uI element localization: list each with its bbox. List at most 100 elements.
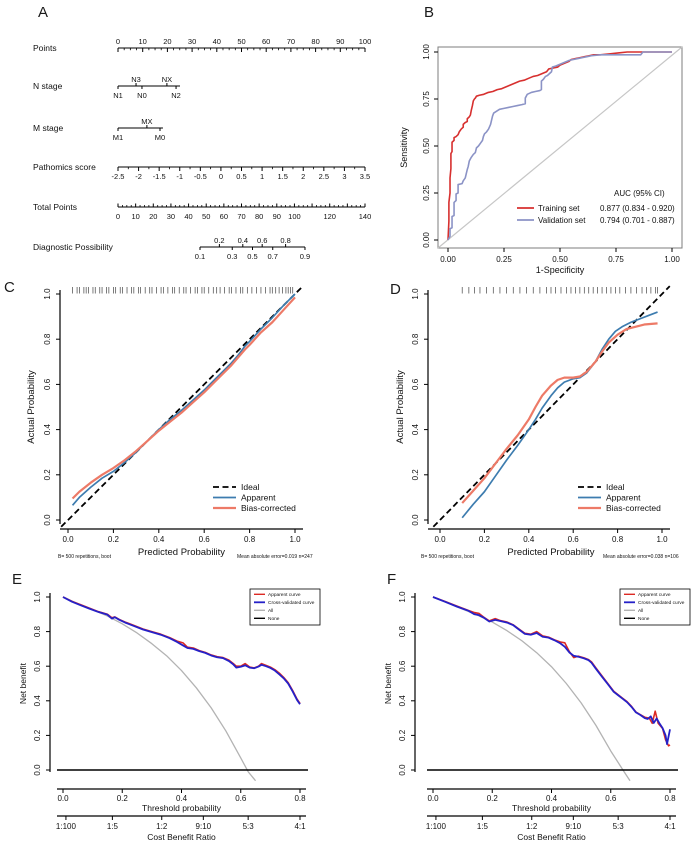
- nomogram-row-n-stage: N stage N3 NX N1 N0 N2: [33, 75, 181, 100]
- x-tick-label: 0.6: [605, 794, 617, 803]
- svg-text:140: 140: [359, 212, 372, 221]
- y-tick-label: 0.2: [411, 469, 420, 481]
- svg-text:0: 0: [219, 172, 223, 181]
- svg-text:0.2: 0.2: [214, 236, 224, 245]
- y-axis-title: Actual Probability: [26, 370, 37, 444]
- svg-text:N3: N3: [131, 75, 141, 84]
- svg-text:-1.5: -1.5: [153, 172, 166, 181]
- svg-text:40: 40: [184, 212, 192, 221]
- y-tick-label: 0.2: [398, 729, 407, 741]
- legend-name: Training set: [538, 204, 580, 213]
- reference-diagonal: [437, 46, 683, 249]
- svg-text:0: 0: [116, 212, 120, 221]
- y-tick-label: 0.4: [43, 423, 52, 435]
- ratio-tick-label: 5:3: [243, 822, 255, 831]
- x-tick-label: 0.8: [664, 794, 676, 803]
- y-tick-label: 0.8: [411, 333, 420, 345]
- ratio-tick-label: 1:5: [107, 822, 119, 831]
- panel-label-c: C: [4, 279, 15, 296]
- y-tick-label: 0.6: [398, 660, 407, 672]
- y-tick-label: 0.75: [422, 91, 431, 107]
- row-label-diagnostic: Diagnostic Possibility: [33, 242, 114, 252]
- svg-text:40: 40: [213, 37, 221, 46]
- x-axis-title: Threshold probability: [512, 803, 592, 813]
- dca-legend: Apparent curve Cross-validated curve All No…: [619, 588, 691, 626]
- svg-text:100: 100: [288, 212, 301, 221]
- y-tick-label: 0.8: [33, 625, 42, 637]
- x-tick-label: 1.0: [289, 535, 301, 544]
- panel-label-f: F: [387, 571, 397, 588]
- svg-text:70: 70: [237, 212, 245, 221]
- footnote-right: Mean absolute error=0.019 n=247: [237, 554, 313, 560]
- legend-name: None: [638, 616, 650, 622]
- svg-text:80: 80: [311, 37, 319, 46]
- x-tick-label: 0.6: [568, 535, 580, 544]
- ratio-tick-label: 9:10: [196, 822, 212, 831]
- x-tick-label: 0.4: [546, 794, 558, 803]
- legend-auc: 0.794 (0.701 - 0.887): [600, 216, 675, 225]
- x-tick-label: 0.50: [552, 255, 568, 264]
- y-tick-label: 0.00: [422, 232, 431, 248]
- ratio-tick-label: 1:100: [426, 822, 447, 831]
- legend-name: Apparent curve: [268, 592, 301, 598]
- y-tick-label: 0.8: [43, 333, 52, 345]
- svg-text:60: 60: [220, 212, 228, 221]
- x-tick-label: 0.2: [487, 794, 499, 803]
- calibration-chart-validation: 0.0 0.2 0.4 0.6 0.8 1.0 0.0 0.2 0.4 0.6 0.8 1.0 Pred…: [395, 285, 679, 560]
- svg-text:N2: N2: [171, 91, 181, 100]
- cost-benefit-axis-title: Cost Benefit Ratio: [147, 832, 216, 842]
- svg-text:1.5: 1.5: [277, 172, 287, 181]
- svg-text:3.5: 3.5: [360, 172, 370, 181]
- svg-text:30: 30: [188, 37, 196, 46]
- roc-legend: AUC (95% CI) Training set 0.877 (0.834 - 0…: [517, 189, 675, 225]
- x-tick-label: 0.2: [108, 535, 120, 544]
- x-tick-label: 0.75: [608, 255, 624, 264]
- svg-text:-2.5: -2.5: [112, 172, 125, 181]
- svg-text:30: 30: [167, 212, 175, 221]
- x-axis-title: Predicted Probability: [138, 547, 225, 558]
- x-tick-label: 0.8: [244, 535, 256, 544]
- ratio-tick-label: 1:100: [56, 822, 77, 831]
- x-tick-label: 1.0: [656, 535, 668, 544]
- footnote-left: B= 500 repetitions, boot: [421, 554, 475, 560]
- legend-name: Apparent curve: [638, 592, 671, 598]
- svg-text:80: 80: [255, 212, 263, 221]
- y-tick-label: 0.6: [43, 378, 52, 390]
- nomogram-row-points: Points 0 10 20 30 40 50 60 70 80 90 100: [33, 37, 371, 53]
- panel-label-d: D: [390, 281, 401, 298]
- x-tick-label: 0.0: [427, 794, 439, 803]
- dca-chart-validation: 0.0 0.2 0.4 0.6 0.8 1.0 0.0 0.2 0.4 0.6 0.8 Thresho…: [383, 588, 691, 842]
- svg-text:90: 90: [336, 37, 344, 46]
- nomogram-row-total-points: Total Points 0 10 20 30 40 50 60 70 80 90 100 120 140: [33, 202, 371, 221]
- roc-curve-validation-set: [447, 51, 672, 241]
- y-tick-label: 0.2: [43, 469, 52, 481]
- row-label-total-points: Total Points: [33, 202, 77, 212]
- calibration-chart-training: 0.0 0.2 0.4 0.6 0.8 1.0 0.0 0.2 0.4 0.6 0.8 1.0 Pred…: [26, 285, 313, 560]
- y-tick-label: 0.0: [398, 764, 407, 776]
- svg-text:2.5: 2.5: [319, 172, 329, 181]
- ratio-tick-label: 1:2: [156, 822, 168, 831]
- legend-name: None: [268, 616, 280, 622]
- y-tick-label: 0.4: [398, 695, 407, 707]
- row-label-pathomics: Pathomics score: [33, 162, 96, 172]
- svg-text:-2: -2: [135, 172, 142, 181]
- y-tick-label: 0.0: [33, 764, 42, 776]
- y-tick-label: 0.0: [411, 514, 420, 526]
- x-tick-label: 0.6: [199, 535, 211, 544]
- legend-name: Ideal: [606, 482, 625, 492]
- rug-marks: [72, 287, 294, 294]
- legend-name: Apparent: [241, 493, 276, 503]
- svg-text:60: 60: [262, 37, 270, 46]
- x-axis-title: Threshold probability: [142, 803, 222, 813]
- svg-text:0.5: 0.5: [236, 172, 246, 181]
- svg-text:N1: N1: [113, 91, 123, 100]
- legend-name: Bias-corrected: [241, 503, 296, 513]
- svg-text:10: 10: [131, 212, 139, 221]
- dca-curve-cross-validated-curve: [432, 596, 671, 745]
- svg-text:0.1: 0.1: [195, 252, 205, 261]
- svg-text:M1: M1: [113, 133, 123, 142]
- legend-name: Validation set: [538, 216, 586, 225]
